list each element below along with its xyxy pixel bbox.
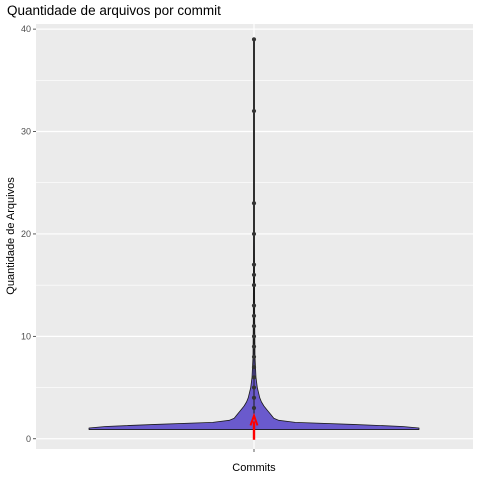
outlier-point xyxy=(251,405,257,411)
outlier-point xyxy=(251,313,257,318)
outlier-points xyxy=(251,37,257,411)
outlier-point xyxy=(251,334,257,339)
outlier-point xyxy=(251,344,257,349)
outlier-point xyxy=(251,37,257,42)
y-tick-label: 30 xyxy=(21,127,31,137)
x-category-label: Commits xyxy=(232,462,276,474)
outlier-point xyxy=(251,283,257,288)
outlier-point xyxy=(251,231,257,237)
outlier-point xyxy=(251,262,257,267)
outlier-point xyxy=(251,354,257,359)
outlier-point xyxy=(251,272,257,278)
y-axis-title: Quantidade de Arquivos xyxy=(5,177,17,295)
y-tick-label: 20 xyxy=(21,229,31,239)
y-tick-label: 40 xyxy=(21,24,31,34)
outlier-point xyxy=(251,201,257,206)
outlier-point xyxy=(251,364,257,370)
median-arrowhead xyxy=(249,412,259,426)
y-tick-label: 0 xyxy=(26,434,31,444)
outlier-point xyxy=(251,375,257,380)
outlier-point xyxy=(251,108,257,114)
outlier-point xyxy=(251,395,257,400)
chart-title: Quantidade de arquivos por commit xyxy=(7,3,221,18)
outlier-point xyxy=(251,303,257,308)
y-axis-ticks: 0 10 20 30 40 xyxy=(21,24,36,444)
outlier-point xyxy=(251,385,257,390)
outlier-point xyxy=(251,324,257,329)
y-tick-label: 10 xyxy=(21,331,31,341)
